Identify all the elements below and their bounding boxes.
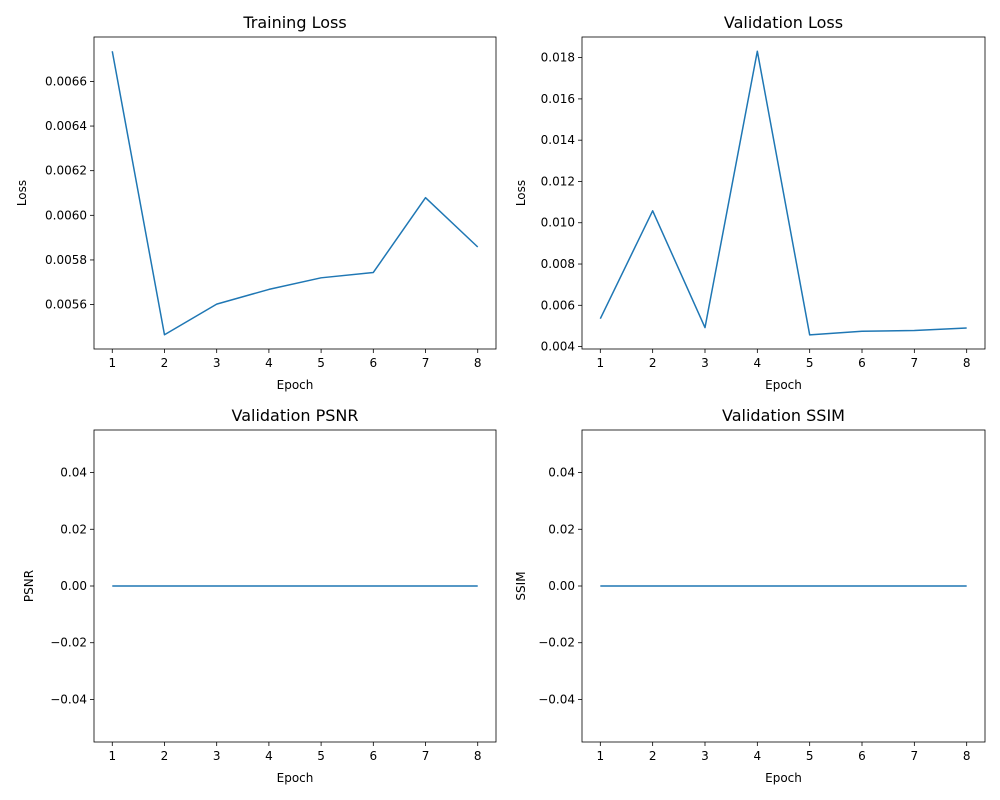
x-tick-label: 6 <box>858 356 866 370</box>
x-tick-label: 4 <box>754 749 762 763</box>
x-tick-label: 7 <box>422 749 430 763</box>
x-tick-label: 6 <box>858 749 866 763</box>
y-tick-label: 0.018 <box>541 51 575 65</box>
x-tick-label: 8 <box>963 356 971 370</box>
x-tick-label: 3 <box>701 749 709 763</box>
x-tick-label: 5 <box>317 356 325 370</box>
y-tick-label: 0.0058 <box>45 253 87 267</box>
chart-title: Validation SSIM <box>722 406 845 425</box>
axes-frame <box>581 36 986 350</box>
y-tick-label: 0.00 <box>60 579 87 593</box>
x-tick-label: 2 <box>649 356 657 370</box>
y-tick-label: 0.0064 <box>45 119 87 133</box>
chart-title: Validation PSNR <box>232 406 359 425</box>
y-tick-label: 0.016 <box>541 92 575 106</box>
x-tick-label: 8 <box>963 749 971 763</box>
x-tick-label: 3 <box>701 356 709 370</box>
x-tick-label: 2 <box>161 356 169 370</box>
y-tick-label: 0.02 <box>548 522 575 536</box>
x-tick-label: 7 <box>911 356 919 370</box>
y-tick-label: −0.02 <box>538 636 575 650</box>
y-tick-label: 0.04 <box>60 466 87 480</box>
y-tick-label: −0.02 <box>50 636 87 650</box>
x-tick-label: 2 <box>649 749 657 763</box>
y-tick-label: 0.04 <box>548 466 575 480</box>
y-tick-label: 0.02 <box>60 522 87 536</box>
y-tick-label: 0.012 <box>541 174 575 188</box>
x-tick-label: 1 <box>596 356 604 370</box>
x-axis-label: Epoch <box>277 771 314 785</box>
chart-panel-4: Validation SSIM 1 2 3 4 5 6 7 8 −0.04 −0.02 0.00 0.0… <box>514 406 986 785</box>
y-axis-label: Loss <box>15 180 29 206</box>
x-tick-label: 3 <box>213 749 221 763</box>
x-tick-label: 3 <box>213 356 221 370</box>
axes-frame <box>581 429 986 743</box>
y-tick-label: 0.014 <box>541 133 575 147</box>
chart-panel-1: Training Loss 1 2 3 4 5 6 7 8 0.0056 0.0058 0.0060 0… <box>15 13 497 392</box>
x-tick-label: 5 <box>806 356 814 370</box>
y-tick-label: 0.0056 <box>45 298 87 312</box>
x-tick-label: 2 <box>161 749 169 763</box>
y-tick-label: 0.006 <box>541 298 575 312</box>
x-axis-label: Epoch <box>765 378 802 392</box>
y-tick-label: 0.00 <box>548 579 575 593</box>
x-tick-label: 1 <box>108 356 116 370</box>
series-line <box>599 50 967 336</box>
x-tick-label: 8 <box>474 356 482 370</box>
y-tick-label: 0.0066 <box>45 74 87 88</box>
y-tick-label: 0.0060 <box>45 208 87 222</box>
chart-panel-2: Validation Loss 1 2 3 4 5 6 7 8 0.004 0.006 0.008 0.… <box>514 13 986 392</box>
x-tick-label: 6 <box>369 749 377 763</box>
x-tick-label: 1 <box>108 749 116 763</box>
x-tick-label: 5 <box>317 749 325 763</box>
y-tick-label: −0.04 <box>538 692 575 706</box>
x-tick-label: 8 <box>474 749 482 763</box>
x-tick-label: 7 <box>422 356 430 370</box>
x-tick-label: 4 <box>754 356 762 370</box>
x-tick-label: 4 <box>265 356 273 370</box>
chart-title: Validation Loss <box>724 13 843 32</box>
x-tick-label: 1 <box>596 749 604 763</box>
chart-panel-3: Validation PSNR 1 2 3 4 5 6 7 8 −0.04 −0.02 0.00 0.0… <box>22 406 497 785</box>
x-axis-label: Epoch <box>765 771 802 785</box>
x-tick-label: 5 <box>806 749 814 763</box>
chart-title: Training Loss <box>242 13 346 32</box>
x-tick-label: 7 <box>911 749 919 763</box>
x-tick-label: 6 <box>369 356 377 370</box>
y-axis-label: Loss <box>514 180 528 206</box>
y-tick-label: 0.010 <box>541 216 575 230</box>
axes-frame <box>93 429 497 743</box>
axes-frame <box>93 36 497 350</box>
y-tick-label: −0.04 <box>50 692 87 706</box>
y-axis-label: SSIM <box>514 571 528 600</box>
x-axis-label: Epoch <box>277 378 314 392</box>
y-axis-label: PSNR <box>22 570 36 602</box>
series-line <box>111 51 479 336</box>
x-tick-label: 4 <box>265 749 273 763</box>
y-tick-label: 0.0062 <box>45 164 87 178</box>
y-tick-label: 0.004 <box>541 340 575 354</box>
y-tick-label: 0.008 <box>541 257 575 271</box>
